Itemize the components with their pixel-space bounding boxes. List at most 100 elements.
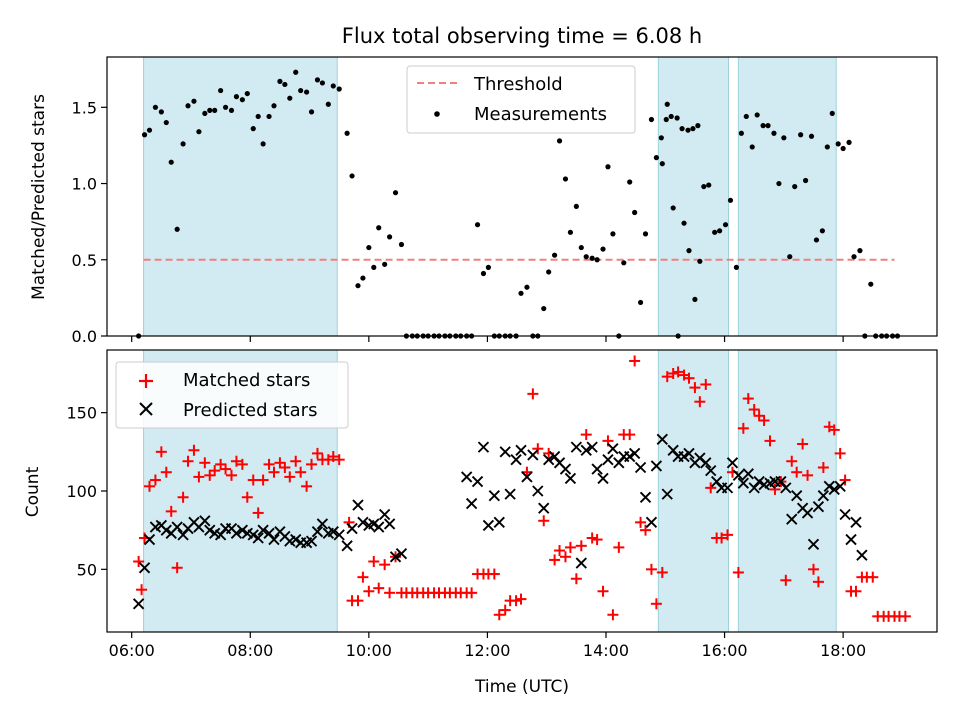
predicted-star-point xyxy=(742,468,754,480)
matched-star-point xyxy=(182,455,194,467)
predicted-star-point xyxy=(602,453,614,466)
measurement-point xyxy=(583,254,589,260)
measurement-point xyxy=(760,123,766,129)
measurement-point xyxy=(244,90,250,97)
predicted-star-point xyxy=(252,532,264,544)
predicted-star-point xyxy=(661,488,673,500)
measurement-point xyxy=(868,281,874,287)
y-tick-label: 50 xyxy=(77,560,97,579)
matched-star-point xyxy=(645,563,657,575)
measurement-point xyxy=(692,296,698,303)
matched-star-point xyxy=(748,404,760,416)
measurement-point xyxy=(642,231,649,237)
matched-star-point xyxy=(624,429,636,441)
measurement-point xyxy=(776,180,782,187)
matched-star-point xyxy=(700,378,712,390)
predicted-star-point xyxy=(204,524,216,536)
predicted-star-point xyxy=(650,460,663,472)
top-legend-box xyxy=(406,65,636,134)
measurement-point xyxy=(556,138,563,144)
predicted-star-point xyxy=(856,549,868,561)
predicted-star-point xyxy=(346,522,358,535)
matched-star-point xyxy=(629,355,641,367)
measurement-point xyxy=(228,107,235,113)
predicted-star-point xyxy=(624,450,636,463)
predicted-star-point xyxy=(132,598,145,610)
matched-star-point xyxy=(230,455,242,467)
top-panel: 0.0 0.5 1.0 1.5 Matched/Predicted stars Thr… xyxy=(29,56,938,346)
measurement-point xyxy=(174,226,180,232)
measurement-point xyxy=(808,133,815,139)
predicted-star-point xyxy=(705,464,717,477)
matched-star-point xyxy=(133,556,145,567)
matched-star-point xyxy=(769,483,781,495)
matched-star-point xyxy=(165,505,177,517)
matched-star-point xyxy=(352,595,364,607)
predicted-star-point xyxy=(357,516,369,529)
matched-star-point xyxy=(753,410,765,422)
measurement-point xyxy=(392,190,399,196)
predicted-star-point xyxy=(465,497,478,510)
measurement-point xyxy=(589,255,595,261)
measurement-point xyxy=(668,113,674,120)
predicted-star-point xyxy=(247,529,259,541)
matched-star-point xyxy=(136,584,148,596)
matched-star-point xyxy=(368,556,380,567)
predicted-star-point xyxy=(700,457,712,469)
matched-star-point xyxy=(559,551,571,563)
legend-matched-swatch xyxy=(139,374,153,388)
measurement-point xyxy=(653,155,659,161)
matched-star-point xyxy=(791,466,803,478)
predicted-star-point xyxy=(316,518,329,530)
measurement-point xyxy=(722,222,729,228)
matched-star-point xyxy=(812,576,824,588)
predicted-star-point xyxy=(634,461,647,474)
measurement-point xyxy=(621,260,627,266)
matched-star-point xyxy=(279,462,291,473)
measurement-point xyxy=(233,94,240,100)
predicted-star-point xyxy=(532,485,544,497)
predicted-star-point xyxy=(780,482,792,494)
predicted-star-point xyxy=(333,529,345,541)
predicted-star-point xyxy=(378,508,391,521)
bottom-legend-box xyxy=(115,361,349,429)
matched-star-point xyxy=(515,593,527,605)
predicted-star-point xyxy=(732,469,745,482)
measurement-point xyxy=(250,126,256,132)
matched-star-point xyxy=(742,393,754,405)
predicted-star-point xyxy=(488,490,501,502)
matched-star-point xyxy=(149,474,161,486)
matched-star-point xyxy=(220,463,232,475)
matched-star-point xyxy=(586,532,598,544)
matched-star-point xyxy=(899,610,911,622)
predicted-star-point xyxy=(850,516,862,529)
matched-star-point xyxy=(188,444,200,456)
matched-star-point xyxy=(758,415,770,426)
predicted-star-point xyxy=(236,524,249,536)
matched-star-point xyxy=(306,458,318,470)
shaded-interval xyxy=(143,56,338,337)
measurement-point xyxy=(330,83,336,89)
measurement-point xyxy=(562,176,569,182)
predicted-star-point xyxy=(527,449,539,461)
predicted-star-point xyxy=(845,533,857,546)
measurement-point xyxy=(813,237,820,243)
matched-star-point xyxy=(236,458,248,470)
predicted-star-point xyxy=(230,527,243,539)
matched-star-point xyxy=(357,571,369,583)
measurement-point xyxy=(664,101,670,107)
matched-star-point xyxy=(226,469,237,481)
measurement-point xyxy=(349,173,355,179)
measurement-point xyxy=(336,86,342,92)
matched-star-point xyxy=(327,451,339,463)
predicted-star-point xyxy=(477,441,490,453)
predicted-star-point xyxy=(352,499,364,511)
predicted-star-point xyxy=(683,447,695,460)
matched-star-point xyxy=(716,532,728,544)
measurement-points xyxy=(136,69,901,339)
measurement-point xyxy=(686,248,692,254)
predicted-star-point xyxy=(493,516,505,529)
bottom-x-ticks: 06:00 08:00 10:00 12:00 14:00 16:00 18:00 xyxy=(109,632,866,660)
top-y-axis-label: Matched/Predicted stars xyxy=(29,94,49,300)
measurement-point xyxy=(218,87,224,94)
